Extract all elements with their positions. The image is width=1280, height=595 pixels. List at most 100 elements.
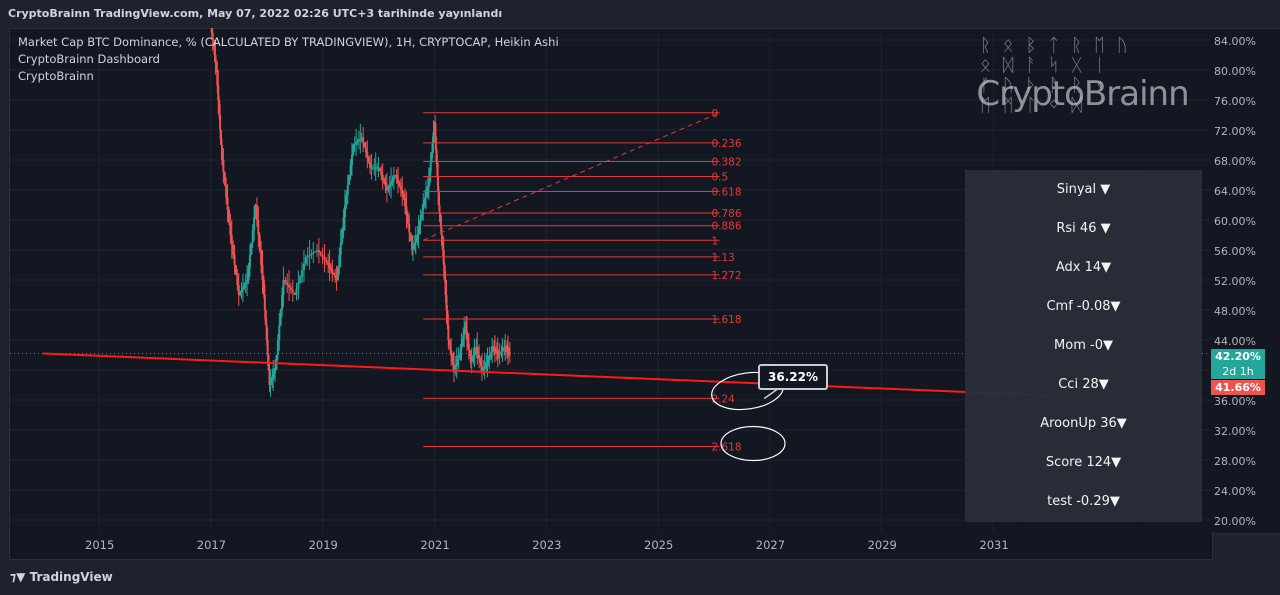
time-tick: 2027 xyxy=(756,538,785,552)
candle-body xyxy=(457,357,460,360)
candle-body xyxy=(377,167,380,169)
price-axis[interactable]: 84.00% 80.00% 76.00% 72.00% 68.00% 64.00% 60.0… xyxy=(1210,28,1280,534)
candle-body xyxy=(360,137,363,139)
candle-body xyxy=(258,235,261,250)
candle-body xyxy=(460,345,463,350)
support-trendline xyxy=(43,352,1050,397)
candle-body xyxy=(508,352,511,354)
candle-body xyxy=(220,130,223,145)
candle-body xyxy=(364,147,367,153)
candle-body xyxy=(353,143,356,145)
candle-body xyxy=(373,167,376,169)
dashboard-panel: Sinyal ▼ Rsi 46 ▼ Adx 14▼ Cmf -0.08▼ Mom… xyxy=(965,170,1202,522)
price-tick: 52.00% xyxy=(1214,275,1256,288)
candle-body xyxy=(240,290,243,293)
candle-body xyxy=(227,210,230,223)
candle-body xyxy=(339,242,342,255)
candle-body xyxy=(493,347,496,349)
tradingview-logo[interactable]: ⁊▼ TradingView xyxy=(10,570,113,584)
candle-body xyxy=(450,350,453,355)
tradingview-mark-icon: ⁊▼ xyxy=(10,570,26,584)
dashboard-row-adx: Adx 14▼ xyxy=(1055,260,1112,275)
candle-body xyxy=(448,340,451,345)
candle-body xyxy=(331,270,334,273)
candle-body xyxy=(421,210,424,215)
trendline-price-tag: 41.66% xyxy=(1211,380,1265,395)
candle-body xyxy=(495,351,498,353)
candle-body xyxy=(505,348,508,350)
candle-body xyxy=(279,310,282,325)
candle-body xyxy=(276,340,279,355)
time-axis[interactable]: 2015 2017 2019 2021 2023 2025 2027 2029 2031 xyxy=(9,532,1213,560)
candle-body xyxy=(341,230,344,243)
candle-body xyxy=(244,282,247,285)
candle-body xyxy=(417,230,420,235)
chart-legend: Market Cap BTC Dominance, % (CALCULATED … xyxy=(18,34,559,85)
fib-level-label: 1.13 xyxy=(711,252,734,264)
candle-body xyxy=(485,363,488,365)
candle-body xyxy=(463,330,466,335)
candle-body xyxy=(442,250,445,265)
candle-body xyxy=(332,272,335,275)
candle-body xyxy=(297,282,300,289)
candle-body xyxy=(380,171,383,175)
dashboard-row-rsi: Rsi 46 ▼ xyxy=(1056,221,1111,236)
price-tick: 36.00% xyxy=(1214,395,1256,408)
candle-body xyxy=(367,157,370,163)
candle-body xyxy=(289,287,292,290)
candle-body xyxy=(384,182,387,187)
candle-body xyxy=(266,340,269,355)
candle-body xyxy=(438,205,441,213)
candle-body xyxy=(371,167,374,169)
candle-body xyxy=(434,122,437,137)
time-tick: 2025 xyxy=(644,538,673,552)
time-tick: 2017 xyxy=(197,538,226,552)
candle-body xyxy=(281,295,284,310)
candle-body xyxy=(493,348,496,350)
time-tick: 2031 xyxy=(979,538,1008,552)
candle-body xyxy=(395,175,398,179)
candle-body xyxy=(363,142,366,148)
candle-body xyxy=(269,382,272,385)
price-callout[interactable]: 36.22% xyxy=(758,364,828,390)
candle-body xyxy=(489,355,492,358)
last-price-tag: 42.20% xyxy=(1211,349,1265,364)
candle-body xyxy=(284,280,287,283)
candle-body xyxy=(431,142,434,153)
candle-body xyxy=(346,185,349,195)
candle-body xyxy=(480,366,483,370)
candle-body xyxy=(248,255,251,268)
candle-body xyxy=(272,375,275,378)
candle-body xyxy=(316,250,319,252)
candle-body xyxy=(265,325,268,340)
candle-body xyxy=(500,351,503,353)
candle-body xyxy=(430,152,433,163)
candle-body xyxy=(451,355,454,360)
dashboard-row-cci: Cci 28▼ xyxy=(1058,377,1109,392)
candle-body xyxy=(449,345,452,350)
candle-body xyxy=(387,187,390,190)
candle-body xyxy=(286,282,289,285)
author-line[interactable]: CryptoBrainn xyxy=(18,69,94,83)
price-tick: 20.00% xyxy=(1214,515,1256,528)
candle-body xyxy=(479,362,482,367)
candle-body xyxy=(220,145,223,160)
price-tick: 76.00% xyxy=(1214,95,1256,108)
fib-level-label: 0.5 xyxy=(711,172,728,184)
candle-body xyxy=(278,325,281,340)
candle-body xyxy=(398,182,401,187)
candle-body xyxy=(211,32,214,40)
fib-level-label: 0.886 xyxy=(711,221,741,233)
candle-body xyxy=(268,370,271,385)
candle-body xyxy=(260,250,263,265)
candle-body xyxy=(230,235,233,245)
candle-body xyxy=(250,242,253,255)
price-tick: 48.00% xyxy=(1214,305,1256,318)
candle-body xyxy=(225,185,228,198)
candle-body xyxy=(466,337,469,344)
candle-body xyxy=(381,175,384,179)
candle-body xyxy=(325,260,328,263)
indicator-line[interactable]: CryptoBrainn Dashboard xyxy=(18,52,160,66)
price-tick: 84.00% xyxy=(1214,35,1256,48)
symbol-line[interactable]: Market Cap BTC Dominance, % (CALCULATED … xyxy=(18,35,559,49)
